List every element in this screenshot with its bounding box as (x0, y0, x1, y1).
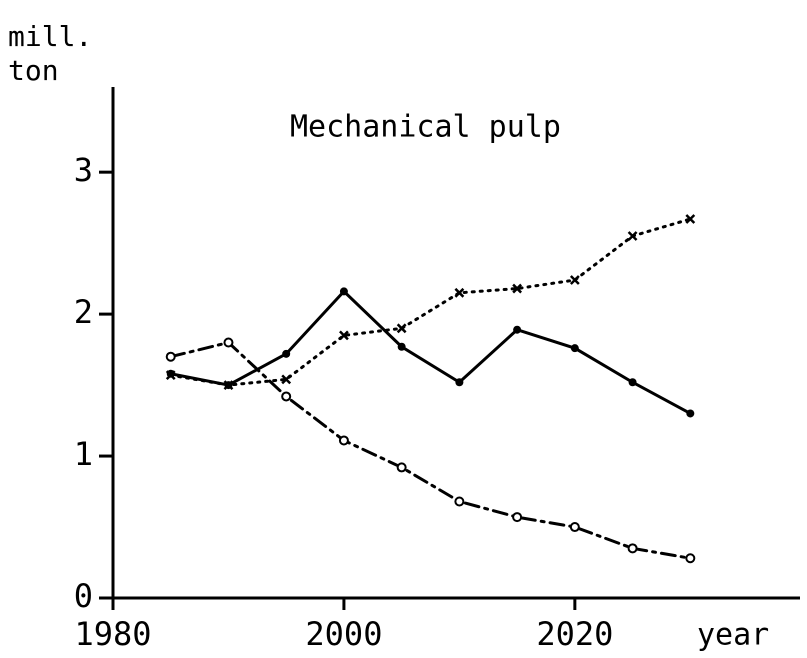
point (685, 214, 696, 224)
point (282, 349, 291, 358)
point (512, 283, 523, 294)
point (339, 287, 348, 296)
y-tick-label: 1 (74, 435, 93, 473)
chart-title: Mechanical pulp (290, 110, 561, 145)
y-axis-label: ton (8, 54, 59, 87)
point (569, 275, 580, 285)
y-tick-label: 3 (74, 151, 93, 189)
point (396, 462, 407, 473)
point (338, 435, 349, 446)
point (627, 231, 638, 241)
point (339, 330, 349, 341)
point (627, 543, 638, 554)
point (513, 325, 522, 334)
series-line (169, 340, 692, 560)
point (223, 337, 234, 348)
point (455, 378, 464, 387)
series-line (169, 217, 692, 387)
x-tick-label: 2020 (536, 615, 613, 653)
point (512, 512, 523, 523)
point (281, 374, 292, 385)
point (396, 323, 407, 334)
point (685, 553, 696, 564)
point (397, 342, 406, 351)
y-axis-label: mill. (8, 20, 92, 53)
y-tick-label: 2 (74, 293, 93, 331)
x-tick-label: 2000 (305, 615, 382, 653)
point (570, 344, 579, 353)
point (454, 287, 465, 298)
y-tick-label: 0 (74, 577, 93, 615)
point (454, 496, 465, 507)
point (686, 409, 695, 418)
point (223, 380, 234, 390)
x-tick-label: 1980 (74, 615, 151, 653)
point (281, 391, 292, 402)
point (569, 522, 580, 533)
point (628, 378, 637, 387)
point (165, 370, 176, 381)
x-axis-label: year (697, 618, 769, 653)
point (165, 351, 176, 362)
